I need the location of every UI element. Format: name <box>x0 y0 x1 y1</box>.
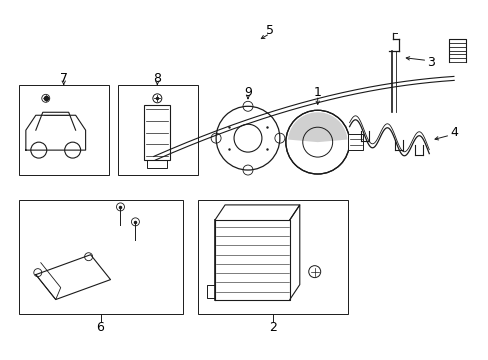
Text: 2: 2 <box>268 321 276 334</box>
Bar <box>147 160 167 168</box>
Text: 6: 6 <box>97 321 104 334</box>
Text: 5: 5 <box>265 24 273 37</box>
Text: 8: 8 <box>153 72 161 85</box>
Bar <box>19 85 108 175</box>
Text: 1: 1 <box>313 86 321 99</box>
Text: 9: 9 <box>244 86 251 99</box>
Bar <box>198 200 347 315</box>
Bar <box>347 134 362 150</box>
Bar <box>144 105 170 160</box>
Text: 4: 4 <box>449 126 457 139</box>
Text: 7: 7 <box>60 72 67 85</box>
Polygon shape <box>287 112 347 142</box>
Bar <box>19 200 183 315</box>
Text: 3: 3 <box>427 56 434 69</box>
Bar <box>118 85 198 175</box>
